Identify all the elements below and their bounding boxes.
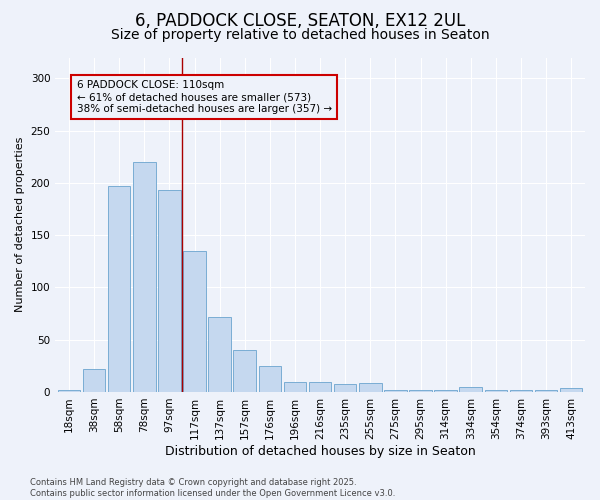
Text: 6 PADDOCK CLOSE: 110sqm
← 61% of detached houses are smaller (573)
38% of semi-d: 6 PADDOCK CLOSE: 110sqm ← 61% of detache…: [77, 80, 332, 114]
Bar: [108, 186, 130, 392]
Bar: [485, 390, 507, 392]
Bar: [535, 390, 557, 392]
Bar: [208, 316, 231, 392]
Y-axis label: Number of detached properties: Number of detached properties: [15, 137, 25, 312]
Text: 6, PADDOCK CLOSE, SEATON, EX12 2UL: 6, PADDOCK CLOSE, SEATON, EX12 2UL: [135, 12, 465, 30]
Bar: [58, 390, 80, 392]
Bar: [560, 388, 583, 392]
Text: Contains HM Land Registry data © Crown copyright and database right 2025.
Contai: Contains HM Land Registry data © Crown c…: [30, 478, 395, 498]
Bar: [334, 384, 356, 392]
Bar: [158, 190, 181, 392]
Bar: [284, 382, 306, 392]
Bar: [83, 369, 106, 392]
Bar: [309, 382, 331, 392]
Bar: [359, 382, 382, 392]
Bar: [409, 390, 432, 392]
Bar: [460, 386, 482, 392]
Bar: [384, 390, 407, 392]
Text: Size of property relative to detached houses in Seaton: Size of property relative to detached ho…: [110, 28, 490, 42]
X-axis label: Distribution of detached houses by size in Seaton: Distribution of detached houses by size …: [165, 444, 475, 458]
Bar: [233, 350, 256, 392]
Bar: [509, 390, 532, 392]
Bar: [183, 251, 206, 392]
Bar: [133, 162, 155, 392]
Bar: [259, 366, 281, 392]
Bar: [434, 390, 457, 392]
